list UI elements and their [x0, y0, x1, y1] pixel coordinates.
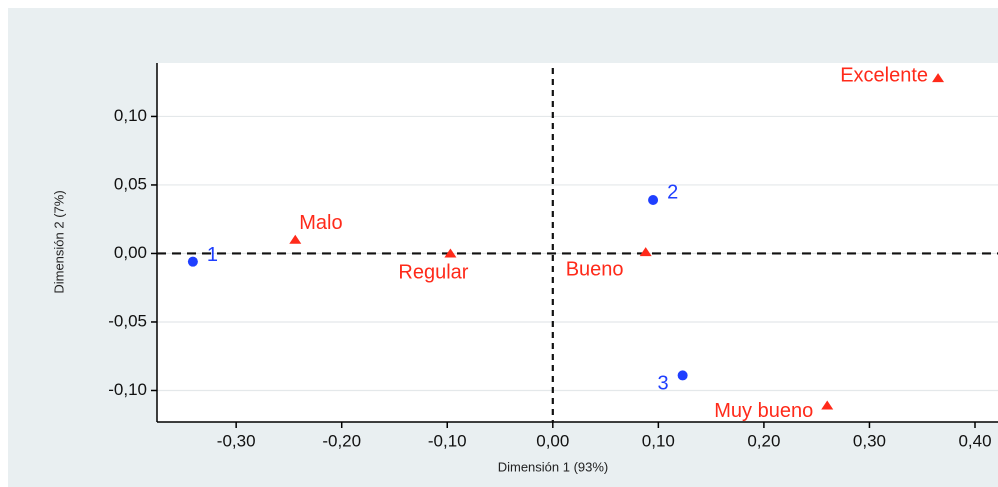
x-tick-label: 0,20 — [747, 431, 780, 450]
point-label: Muy bueno — [714, 400, 813, 422]
point — [444, 248, 457, 258]
y-tick-label: 0,05 — [114, 174, 147, 193]
x-tick-label: 0,00 — [536, 431, 569, 450]
point — [639, 247, 652, 257]
x-tick-label: -0,30 — [217, 431, 256, 450]
point-label: 3 — [658, 373, 669, 395]
point-label: Regular — [398, 262, 468, 284]
x-axis-label: Dimensión 1 (93%) — [498, 459, 609, 474]
x-tick-label: -0,20 — [322, 431, 361, 450]
y-tick-label: -0,05 — [108, 311, 147, 330]
point-label: Excelente — [840, 64, 928, 86]
point-label: 2 — [667, 181, 678, 203]
x-tick-label: 0,40 — [958, 431, 991, 450]
point — [187, 256, 198, 267]
point — [289, 234, 302, 244]
point — [932, 73, 945, 83]
x-tick-label: 0,10 — [642, 431, 675, 450]
point-label: Malo — [299, 212, 342, 234]
point-label: 1 — [207, 244, 218, 266]
point — [677, 370, 688, 381]
y-tick-label: 0,10 — [114, 106, 147, 125]
point — [648, 195, 659, 206]
point — [821, 400, 834, 410]
y-tick-label: -0,10 — [108, 380, 147, 399]
point-label: Bueno — [566, 258, 624, 280]
y-axis-label: Dimensión 2 (7%) — [51, 190, 66, 293]
x-tick-label: -0,10 — [428, 431, 467, 450]
y-tick-label: 0,00 — [114, 243, 147, 262]
x-tick-label: 0,30 — [853, 431, 886, 450]
